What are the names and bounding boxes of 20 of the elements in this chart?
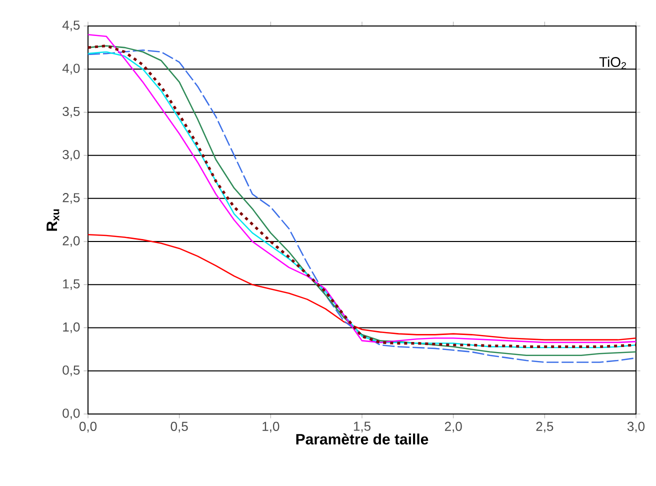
annotation: TiO$_{2}$ xyxy=(599,56,626,69)
x-tick-label: 2,5 xyxy=(536,422,554,433)
y-tick-label: 2,5 xyxy=(62,193,80,204)
y-tick-label: 4,0 xyxy=(62,64,80,74)
x-tick-label: 1,5 xyxy=(354,422,370,432)
x-tick-label: 2,0 xyxy=(444,422,462,433)
y-axis-title: R$_{xu}$ xyxy=(46,209,60,231)
y-tick-label: 4,5 xyxy=(62,20,80,32)
y-tick-label: 0,0 xyxy=(62,408,80,420)
x-tick-label: 0,5 xyxy=(170,422,188,433)
x-tick-label: 1,0 xyxy=(262,422,280,433)
x-tick-label: 0,0 xyxy=(79,422,97,433)
x-tick-label: 3,0 xyxy=(627,422,645,433)
x-axis-title: Paramètre de taille xyxy=(296,433,428,445)
y-tick-label: 2,0 xyxy=(62,236,80,247)
y-tick-label: 1,0 xyxy=(63,322,80,334)
y-tick-label: 1,5 xyxy=(63,279,80,290)
y-tick-label: 3,0 xyxy=(62,150,80,161)
y-tick-label: 0,5 xyxy=(62,366,80,376)
y-tick-label: 3,5 xyxy=(62,106,80,118)
